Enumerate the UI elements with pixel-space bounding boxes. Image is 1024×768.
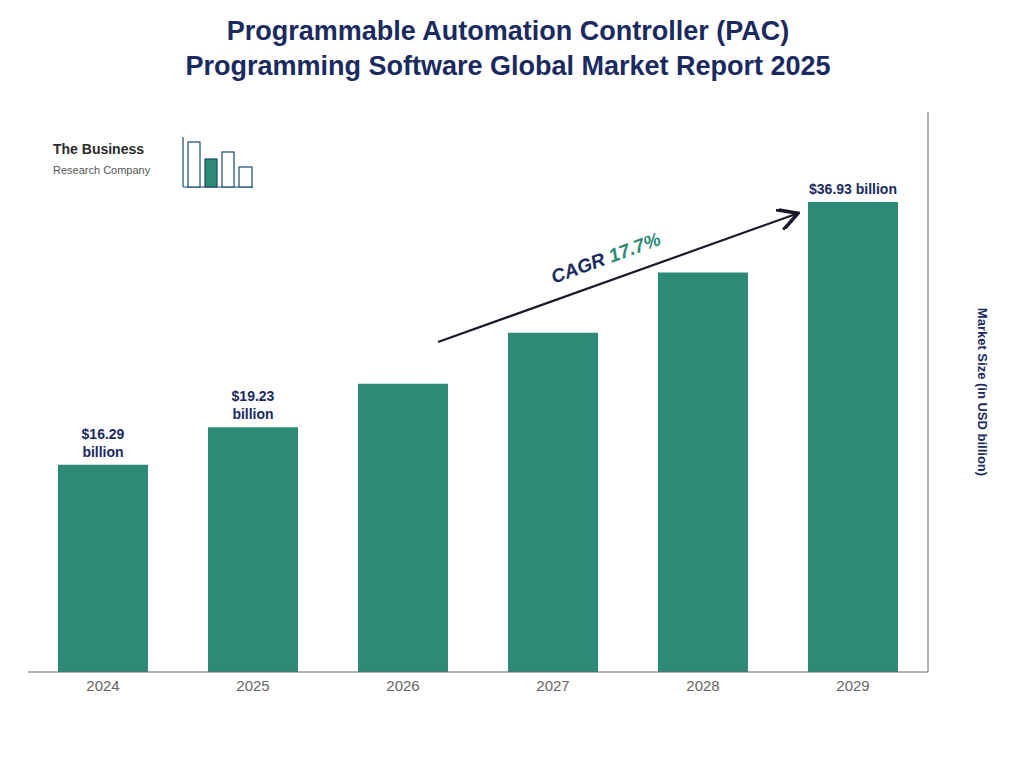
svg-text:2027: 2027 bbox=[536, 677, 569, 694]
svg-text:2029: 2029 bbox=[836, 677, 869, 694]
svg-text:$16.29billion: $16.29billion bbox=[82, 426, 125, 460]
svg-text:2024: 2024 bbox=[86, 677, 119, 694]
svg-text:CAGR 17.7%: CAGR 17.7% bbox=[548, 228, 663, 287]
svg-text:2028: 2028 bbox=[686, 677, 719, 694]
html-text:Programmable Automation Contro: Programmable Automation Controller (PAC)… bbox=[185, 16, 831, 82]
svg-text:2026: 2026 bbox=[386, 677, 419, 694]
svg-text:$36.93 billion: $36.93 billion bbox=[809, 181, 897, 197]
svg-text:Research Company: Research Company bbox=[53, 164, 151, 176]
svg-text:$19.23billion: $19.23billion bbox=[232, 388, 275, 422]
svg-text:2025: 2025 bbox=[236, 677, 269, 694]
svg-text:Market Size (in USD billion): Market Size (in USD billion) bbox=[975, 308, 990, 476]
svg-text:The Business: The Business bbox=[53, 141, 144, 157]
